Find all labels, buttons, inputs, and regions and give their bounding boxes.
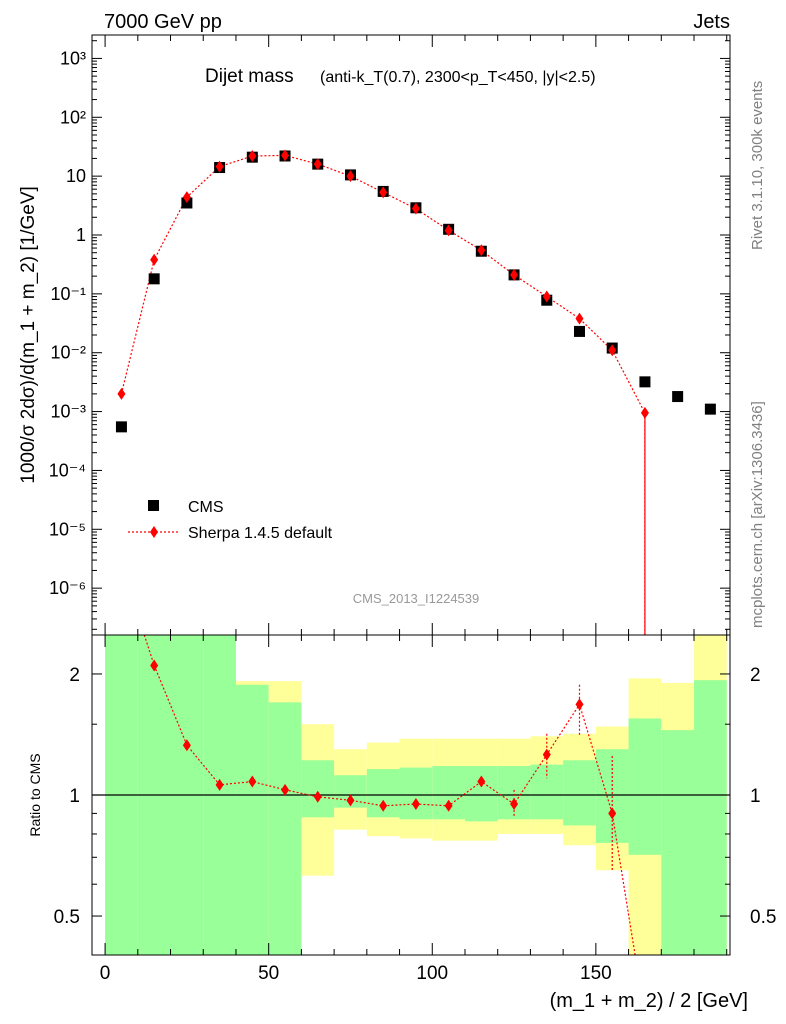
cms-data-point xyxy=(672,391,684,403)
mc-data-point xyxy=(117,387,126,400)
uncertainty-band-inner xyxy=(235,684,269,955)
ratio-data-point xyxy=(215,778,224,791)
y-tick-label: 10⁻¹ xyxy=(50,284,86,304)
y-tick-label: 10 xyxy=(66,166,86,186)
ratio-data-point xyxy=(575,698,584,711)
mc-data-point xyxy=(248,149,257,162)
mc-data-point xyxy=(313,158,322,171)
rivet-label: Rivet 3.1.10, 300k events xyxy=(749,81,766,250)
chart-title-main: Dijet mass xyxy=(205,66,294,87)
ratio-y-axis: 0.5 0.5 1 1 2 2 xyxy=(54,665,776,956)
uncertainty-band-inner xyxy=(694,680,727,955)
cms-data-point xyxy=(704,403,716,415)
y-tick-label: 1 xyxy=(76,225,86,245)
uncertainty-band-inner xyxy=(301,760,335,818)
mc-data-point xyxy=(510,268,519,281)
uncertainty-band-inner xyxy=(268,702,302,955)
y-tick-label: 10⁻³ xyxy=(50,402,86,422)
header-left: 7000 GeV pp xyxy=(104,11,222,33)
legend-cms-label: CMS xyxy=(188,499,224,516)
y-tick-label: 10⁻² xyxy=(50,343,86,363)
ratio-x-axis: 0 50 100 150 xyxy=(100,635,728,984)
ratio-data-point xyxy=(608,807,617,820)
mc-data-point xyxy=(379,186,388,199)
cms-data-point xyxy=(148,273,160,285)
mc-series-line xyxy=(120,154,646,635)
y-tick-label: 10⁻⁵ xyxy=(49,519,86,539)
ratio-y-tick-label: 2 xyxy=(69,665,80,686)
mc-data-point xyxy=(575,312,584,325)
x-tick-label: 100 xyxy=(416,963,448,984)
cms-data-point xyxy=(115,421,127,433)
uncertainty-band-inner xyxy=(530,764,564,820)
legend-cms-marker xyxy=(148,500,159,511)
ratio-data-point xyxy=(182,739,191,752)
main-frame xyxy=(91,34,731,636)
watermark: CMS_2013_I1224539 xyxy=(353,591,480,606)
mc-data-point xyxy=(346,170,355,183)
y-tick-label: 10² xyxy=(60,107,86,127)
ratio-data-point xyxy=(281,783,290,796)
x-axis-label: (m_1 + m_2) / 2 [GeV] xyxy=(550,990,748,1012)
uncertainty-band-inner xyxy=(628,718,662,855)
main-plot-content xyxy=(115,149,716,635)
ratio-data-point xyxy=(248,775,257,788)
ratio-series-line xyxy=(143,634,636,956)
uncertainty-band-inner xyxy=(661,730,695,955)
ratio-panel: 0.5 0.5 1 1 2 2 0 50 100 150 xyxy=(54,634,776,984)
mc-data-point xyxy=(411,202,420,215)
mc-data-point xyxy=(477,244,486,257)
main-panel: 10³ 10² 10 1 10⁻¹ 10⁻² 10⁻³ 10⁻⁴ 10⁻⁵ 10⁻⁶ Dijet … xyxy=(49,34,731,636)
chart-title-sub: (anti-k_T(0.7), 2300<p_T<450, |y|<2.5) xyxy=(320,69,596,86)
legend-mc-marker xyxy=(150,526,158,538)
ratio-data-point xyxy=(150,659,159,672)
cms-data-point xyxy=(639,376,651,388)
mc-data-point xyxy=(150,253,159,266)
ratio-data-point xyxy=(510,797,519,810)
mc-data-point xyxy=(542,290,551,303)
mc-data-point xyxy=(640,406,649,419)
ratio-y-tick-label-right: 2 xyxy=(750,665,761,686)
mc-data-point xyxy=(215,160,224,173)
ratio-y-tick-label-right: 1 xyxy=(750,786,761,807)
ratio-data-point xyxy=(444,799,453,812)
mcplots-label: mcplots.cern.ch [arXiv:1306.3436] xyxy=(749,401,766,628)
ratio-data-point xyxy=(379,799,388,812)
x-tick-label: 0 xyxy=(100,963,111,984)
ratio-plot-content xyxy=(92,634,730,956)
y-tick-label: 10⁻⁴ xyxy=(49,460,86,480)
ratio-data-point xyxy=(313,790,322,803)
uncertainty-band-inner xyxy=(464,766,498,822)
y-tick-label: 10⁻⁶ xyxy=(49,578,86,598)
ratio-data-point xyxy=(411,797,420,810)
main-x-axis xyxy=(104,35,728,635)
mc-data-point xyxy=(608,344,617,357)
uncertainty-band-inner xyxy=(563,760,596,826)
header-right: Jets xyxy=(693,11,730,33)
ratio-y-tick-label-right: 0.5 xyxy=(750,907,776,928)
x-tick-label: 50 xyxy=(258,963,279,984)
uncertainty-band-inner xyxy=(399,767,433,820)
ratio-y-label: Ratio to CMS xyxy=(27,753,43,836)
mc-data-point xyxy=(444,224,453,237)
legend-mc-label: Sherpa 1.4.5 default xyxy=(188,525,333,542)
ratio-data-point xyxy=(542,748,551,761)
mc-data-point xyxy=(182,191,191,204)
ratio-y-tick-label: 1 xyxy=(69,786,80,807)
ratio-y-tick-label: 0.5 xyxy=(54,907,80,928)
cms-data-point xyxy=(573,325,585,337)
ratio-data-point xyxy=(477,775,486,788)
legend: CMS Sherpa 1.4.5 default xyxy=(128,499,333,542)
ratio-data-point xyxy=(346,794,355,807)
mc-data-point xyxy=(281,149,290,162)
main-y-axis: 10³ 10² 10 1 10⁻¹ 10⁻² 10⁻³ 10⁻⁴ 10⁻⁵ 10⁻⁶ xyxy=(49,40,730,630)
main-y-label: 1000/σ 2dσ)/d(m_1 + m_2) [1/GeV] xyxy=(18,186,39,484)
x-tick-label: 150 xyxy=(580,963,612,984)
y-tick-label: 10³ xyxy=(60,48,86,68)
